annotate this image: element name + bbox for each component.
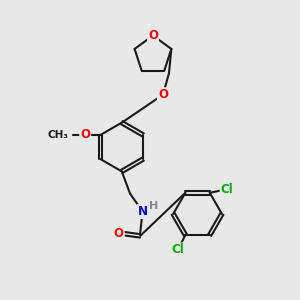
Text: O: O	[114, 227, 124, 240]
Text: H: H	[149, 201, 158, 211]
Text: CH₃: CH₃	[47, 130, 68, 140]
Text: Cl: Cl	[220, 183, 233, 196]
Text: Cl: Cl	[172, 243, 184, 256]
Text: O: O	[80, 128, 90, 141]
Text: O: O	[158, 88, 168, 101]
Text: N: N	[138, 205, 148, 218]
Text: O: O	[148, 29, 158, 42]
